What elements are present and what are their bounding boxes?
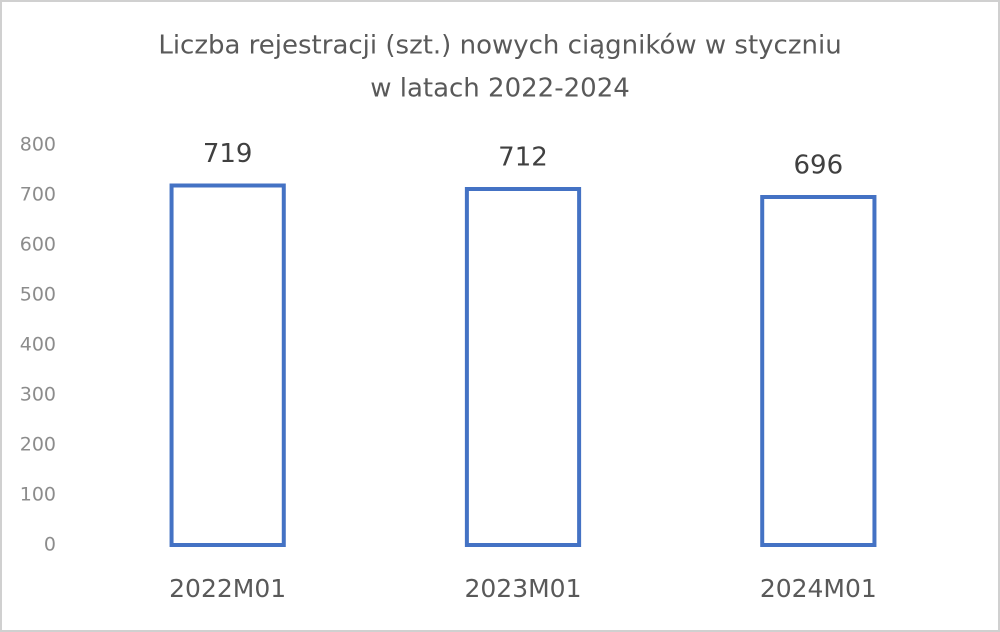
x-tick-label: 2023M01 (464, 574, 581, 603)
x-tick-label: 2022M01 (169, 574, 286, 603)
bar (464, 187, 582, 547)
y-tick-label: 500 (20, 284, 56, 306)
bar (760, 195, 877, 547)
data-label: 696 (794, 151, 844, 181)
chart-title: w latach 2022-2024 (370, 74, 630, 104)
x-tick-label: 2024M01 (760, 574, 877, 603)
y-tick-label: 100 (20, 484, 56, 506)
data-label: 712 (498, 143, 548, 173)
y-tick-label: 800 (20, 134, 56, 156)
y-tick-label: 600 (20, 234, 56, 256)
data-label: 719 (203, 139, 253, 169)
chart-title: Liczba rejestracji (szt.) nowych ciągnik… (158, 31, 841, 61)
y-tick-label: 700 (20, 184, 56, 206)
y-tick-label: 400 (20, 334, 56, 356)
bar (169, 183, 286, 547)
y-tick-label: 0 (44, 534, 56, 556)
y-tick-label: 300 (20, 384, 56, 406)
y-tick-label: 200 (20, 434, 56, 456)
